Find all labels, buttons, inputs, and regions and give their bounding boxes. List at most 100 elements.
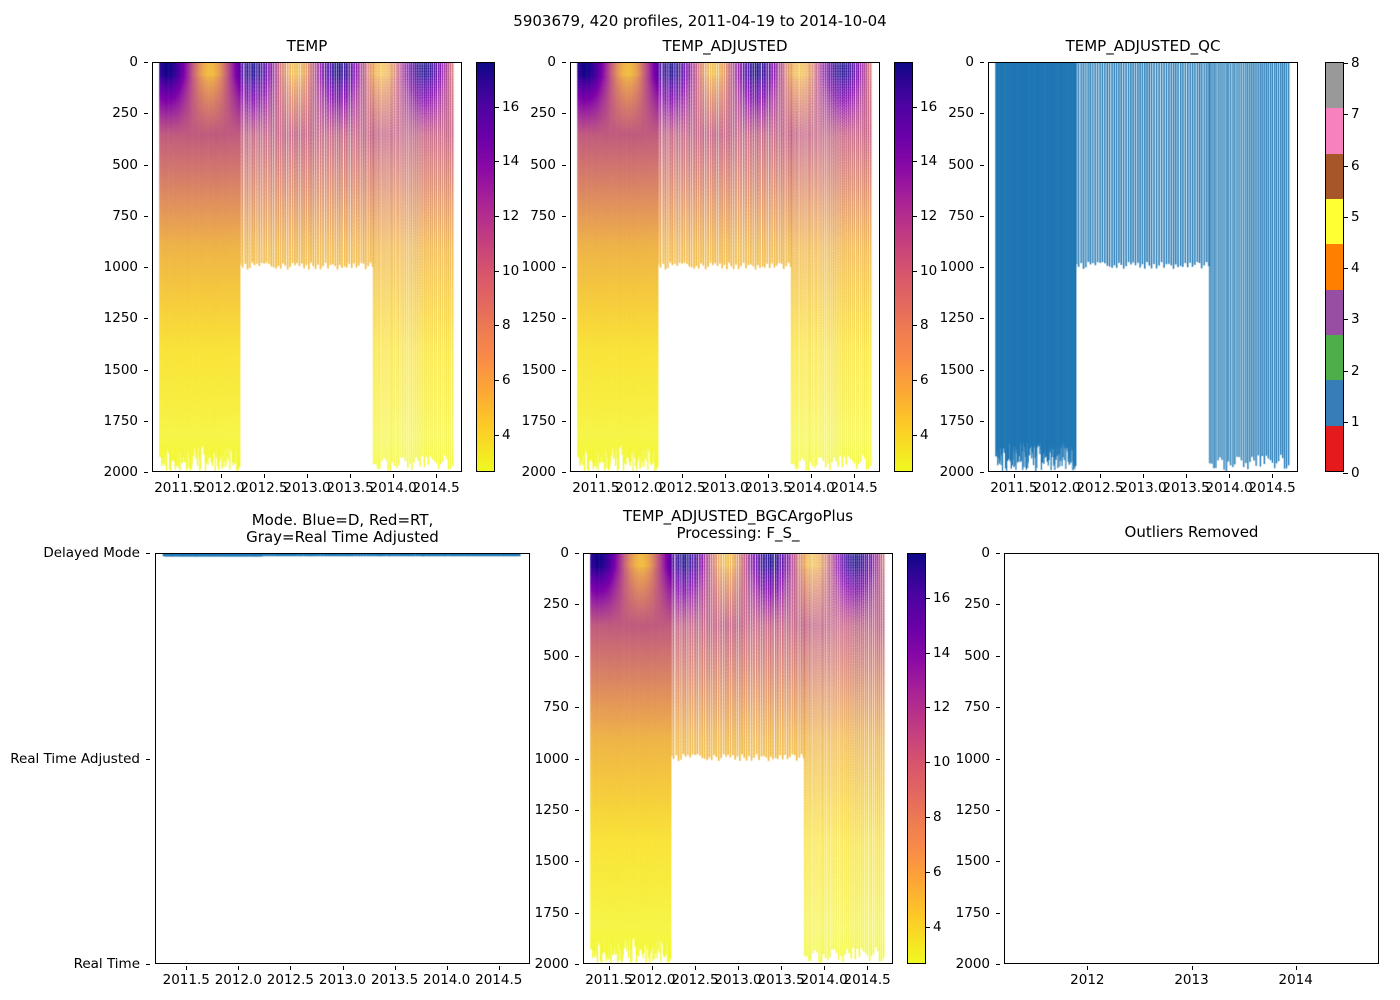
colorbar-qc: 0 1 2 3 4 5 6 7 8 [1325,55,1360,481]
colorbar-temp-adjusted: 4 6 8 10 12 14 16 [894,62,937,472]
x-tick-mark [738,966,739,970]
y-tick-label: 750 [948,207,974,224]
x-tick-label: 2013.0 [283,480,331,496]
colorbar-tick-label: 4 [920,426,929,443]
y-tick-label: 500 [948,156,974,173]
panel-mode: Mode. Blue=D, Red=RT, Gray=Real Time Adj… [155,512,530,552]
y-tick-mark [980,164,984,166]
colorbar-tick [912,325,917,327]
y-tick-label: 1250 [534,801,569,818]
y-tick-label: 1000 [534,750,569,767]
y-tick-mark [144,420,148,422]
x-tick-label: 2013.5 [744,480,792,496]
y-tick-label: 500 [964,647,990,664]
y-tick-label: 250 [948,105,974,122]
y-tick-label: Real Time Adjusted [10,750,140,767]
yaxis-temp: 0 250 500 750 1000 1250 1500 1750 2000 [92,54,148,480]
x-tick-mark [651,966,653,970]
colorbar-tick-label: 6 [1351,157,1360,174]
x-tick-label: 2014.0 [1205,480,1253,496]
x-tick-label: 2013.0 [1119,480,1167,496]
colorbar-tick [925,652,930,654]
plot-temp-adjusted [571,63,879,471]
colorbar-bgcargoplus: 4 6 8 10 12 14 16 [907,553,950,964]
x-tick-label: 2014.0 [787,480,835,496]
y-tick-label: 1250 [521,310,556,327]
x-tick-label: 2013 [1174,972,1209,988]
colorbar-tick-label: 1 [1351,413,1360,430]
x-tick-label: 2012 [1070,972,1105,988]
colorbar-tick-label: 8 [1351,55,1360,71]
axes-outliers-removed[interactable] [1004,553,1379,964]
axes-temp-adjusted[interactable] [570,62,880,472]
y-tick-mark [144,472,148,473]
x-tick-mark [263,474,265,478]
x-tick-label: 2013.5 [370,972,419,988]
colorbar-tick [1343,268,1348,269]
colorbar-tick [1343,114,1348,116]
xaxis-mode: 2011.5 2012.0 2012.5 2013.0 2013.5 2014.0 2014… [155,966,530,992]
x-tick-label: 2011.5 [572,480,620,496]
y-tick-mark [562,164,566,166]
y-tick-label: 1750 [939,412,974,429]
x-tick-mark [1191,966,1193,970]
y-tick-label: 1750 [534,904,569,921]
x-tick-label: 2013.5 [1162,480,1210,496]
y-tick-label: 2000 [103,464,138,480]
y-tick-label: 0 [981,545,990,561]
y-tick-mark [980,472,984,473]
y-tick-mark [996,809,1000,811]
y-tick-mark [980,318,984,320]
y-tick-mark [996,964,1000,965]
y-tick-mark [562,369,566,371]
axes-temp-adjusted-qc[interactable] [988,62,1298,472]
y-tick-label: 0 [129,54,138,70]
plot-bgcargoplus [584,554,892,963]
colorbar-tick-label: 7 [1351,106,1360,123]
colorbar-segment-qc-7 [1326,108,1343,154]
colorbar-tick-label: 12 [502,208,520,225]
y-tick-mark [562,215,566,217]
x-tick-label: 2011.5 [990,480,1038,496]
x-tick-label: 2013.0 [318,972,367,988]
x-tick-label: 2013.5 [757,972,805,988]
y-tick-label: 1250 [103,310,138,327]
xaxis-temp-adjusted: 2011.5 2012.0 2012.5 2013.0 2013.5 2014.0 2014… [570,474,880,500]
y-tick-mark [996,553,1000,554]
colorbar-tick-label: 14 [933,644,951,661]
x-tick-label: 2012.0 [615,480,663,496]
colorbar-tick [912,216,917,218]
y-tick-mark [996,758,1000,760]
x-tick-mark [867,966,869,970]
y-tick-label: 500 [543,647,569,664]
x-tick-mark [307,474,308,478]
y-tick-mark [575,655,579,657]
axes-temp[interactable] [152,62,462,472]
x-tick-label: 2012.5 [266,972,315,988]
colorbar-segment-qc-6 [1326,153,1343,200]
colorbar-tick-label: 4 [502,426,511,443]
yaxis-outliers-removed: 0 250 500 750 1000 1250 1500 1750 2000 [944,545,1000,972]
colorbar-segment-qc-2 [1326,335,1343,381]
plot-temp-adjusted-qc [989,63,1297,471]
axes-mode[interactable] [155,553,530,964]
figure-suptitle: 5903679, 420 profiles, 2011-04-19 to 201… [513,12,887,30]
x-tick-label: 2014 [1278,972,1313,988]
y-tick-label: 1250 [955,801,990,818]
yaxis-bgcargoplus: 0 250 500 750 1000 1250 1500 1750 2000 [523,545,579,972]
colorbar-tick-label: 8 [920,317,929,334]
x-tick-mark [342,966,344,970]
colorbar-tick-label: 12 [920,208,938,225]
panel-title-outliers-removed: Outliers Removed [1124,523,1259,541]
y-tick-label: 0 [965,54,974,70]
x-tick-label: 2014.0 [423,972,471,988]
colorbar-tick-label: 6 [933,863,942,880]
x-tick-mark [768,474,770,478]
y-tick-mark [144,215,148,217]
colorbar-segment-qc-3 [1326,289,1343,336]
x-tick-label: 2012.0 [1033,480,1081,496]
x-tick-mark [854,474,856,478]
colorbar-tick-label: 4 [1351,260,1360,276]
axes-bgcargoplus[interactable] [583,553,893,964]
x-tick-mark [638,474,640,478]
